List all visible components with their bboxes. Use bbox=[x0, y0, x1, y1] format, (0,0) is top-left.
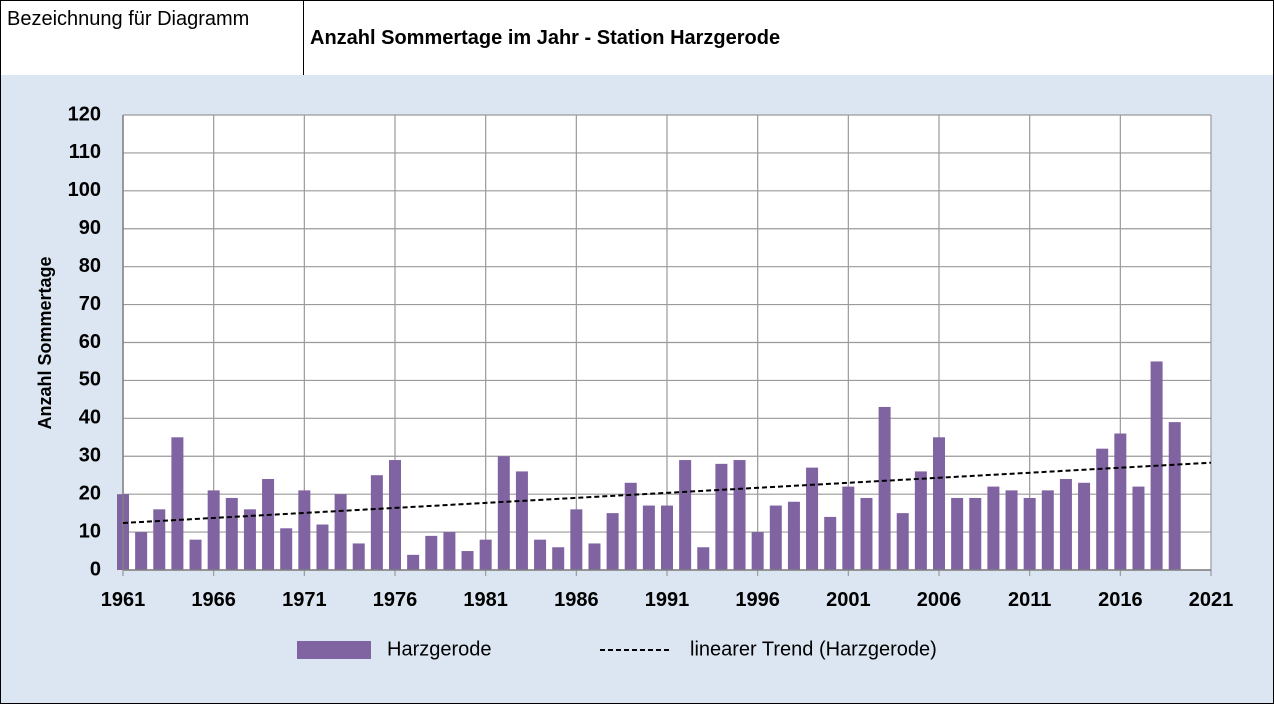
bar bbox=[769, 505, 782, 570]
y-tick-label: 40 bbox=[79, 407, 101, 429]
bar bbox=[479, 539, 492, 570]
bar bbox=[534, 539, 547, 570]
bar bbox=[969, 497, 982, 570]
bar bbox=[1132, 486, 1145, 570]
bar bbox=[588, 543, 601, 570]
x-tick-label: 1971 bbox=[282, 589, 327, 611]
trend-line bbox=[122, 461, 1212, 524]
bar bbox=[715, 463, 728, 570]
x-tick-label: 1981 bbox=[463, 589, 508, 611]
x-tick-label: 1976 bbox=[373, 589, 418, 611]
legend-label: linearer Trend (Harzgerode) bbox=[690, 638, 937, 660]
bar bbox=[497, 456, 510, 570]
bar bbox=[135, 532, 148, 570]
bar bbox=[878, 406, 891, 570]
bar bbox=[461, 551, 474, 570]
x-tick-label: 2011 bbox=[1008, 589, 1051, 611]
bar bbox=[552, 547, 565, 570]
chart-title: Anzahl Sommertage im Jahr - Station Harz… bbox=[304, 1, 1273, 76]
y-tick-label: 0 bbox=[90, 558, 101, 580]
bar bbox=[914, 471, 927, 570]
bar bbox=[407, 554, 420, 570]
x-tick-label: 2021 bbox=[1189, 589, 1234, 611]
bar bbox=[751, 532, 764, 570]
bar bbox=[1005, 490, 1018, 570]
bar bbox=[824, 516, 837, 570]
x-tick-label: 1966 bbox=[191, 589, 236, 611]
bar bbox=[171, 437, 184, 570]
bar bbox=[860, 497, 873, 570]
bar bbox=[806, 467, 819, 570]
bar bbox=[370, 475, 383, 570]
y-tick-label: 50 bbox=[79, 369, 101, 391]
x-tick-label: 1986 bbox=[554, 589, 599, 611]
x-tick-label: 2006 bbox=[917, 589, 962, 611]
bar bbox=[515, 471, 528, 570]
bar bbox=[298, 490, 311, 570]
y-tick-label: 100 bbox=[68, 179, 101, 201]
bar bbox=[1078, 482, 1091, 570]
bar bbox=[225, 497, 238, 570]
bar bbox=[316, 524, 329, 570]
y-axis-label: Anzahl Sommertage bbox=[35, 256, 55, 429]
y-tick-label: 80 bbox=[79, 255, 101, 277]
bar bbox=[1041, 490, 1054, 570]
bar bbox=[1023, 497, 1036, 570]
bar bbox=[679, 460, 692, 570]
y-tick-label: 70 bbox=[79, 293, 101, 315]
legend-label: Harzgerode bbox=[387, 638, 492, 660]
bar bbox=[352, 543, 365, 570]
bar bbox=[697, 547, 710, 570]
bar bbox=[262, 479, 275, 570]
bar bbox=[987, 486, 1000, 570]
bar bbox=[570, 509, 583, 570]
bar bbox=[951, 497, 964, 570]
bar bbox=[189, 539, 202, 570]
bar bbox=[661, 505, 673, 570]
bar bbox=[425, 535, 438, 570]
y-tick-label: 30 bbox=[79, 445, 101, 467]
bar bbox=[933, 437, 945, 570]
y-tick-label: 20 bbox=[79, 482, 101, 504]
chart: Anzahl Sommertage 0 10 20 30 40 50 60 70 80 90 100… bbox=[1, 75, 1273, 703]
bar bbox=[243, 509, 256, 570]
y-tick-label: 90 bbox=[79, 217, 101, 239]
field-label: Bezeichnung für Diagramm bbox=[1, 1, 304, 76]
y-tick-label: 60 bbox=[79, 331, 101, 353]
bar bbox=[1168, 422, 1181, 570]
y-tick-label: 120 bbox=[68, 103, 101, 125]
bar bbox=[606, 513, 619, 570]
bar bbox=[1059, 479, 1072, 570]
bar bbox=[389, 460, 401, 570]
bar bbox=[896, 513, 909, 570]
x-tick-label: 1991 bbox=[645, 589, 690, 611]
x-tick-label: 2001 bbox=[826, 589, 871, 611]
bar bbox=[280, 528, 293, 570]
bar bbox=[642, 505, 655, 570]
bar bbox=[1114, 433, 1127, 570]
bar bbox=[842, 486, 855, 570]
x-tick-label: 2016 bbox=[1098, 589, 1143, 611]
y-tick-label: 10 bbox=[79, 520, 101, 542]
legend-swatch bbox=[297, 641, 371, 659]
bar bbox=[207, 490, 220, 570]
bar bbox=[334, 494, 347, 570]
bar bbox=[787, 501, 800, 570]
y-tick-label: 110 bbox=[69, 141, 101, 163]
bar bbox=[443, 532, 456, 570]
x-tick-label: 1996 bbox=[735, 589, 780, 611]
bar bbox=[624, 482, 637, 570]
bar bbox=[153, 509, 166, 570]
bar bbox=[1096, 448, 1109, 570]
bar bbox=[733, 460, 746, 570]
x-tick-label: 1961 bbox=[101, 589, 146, 611]
